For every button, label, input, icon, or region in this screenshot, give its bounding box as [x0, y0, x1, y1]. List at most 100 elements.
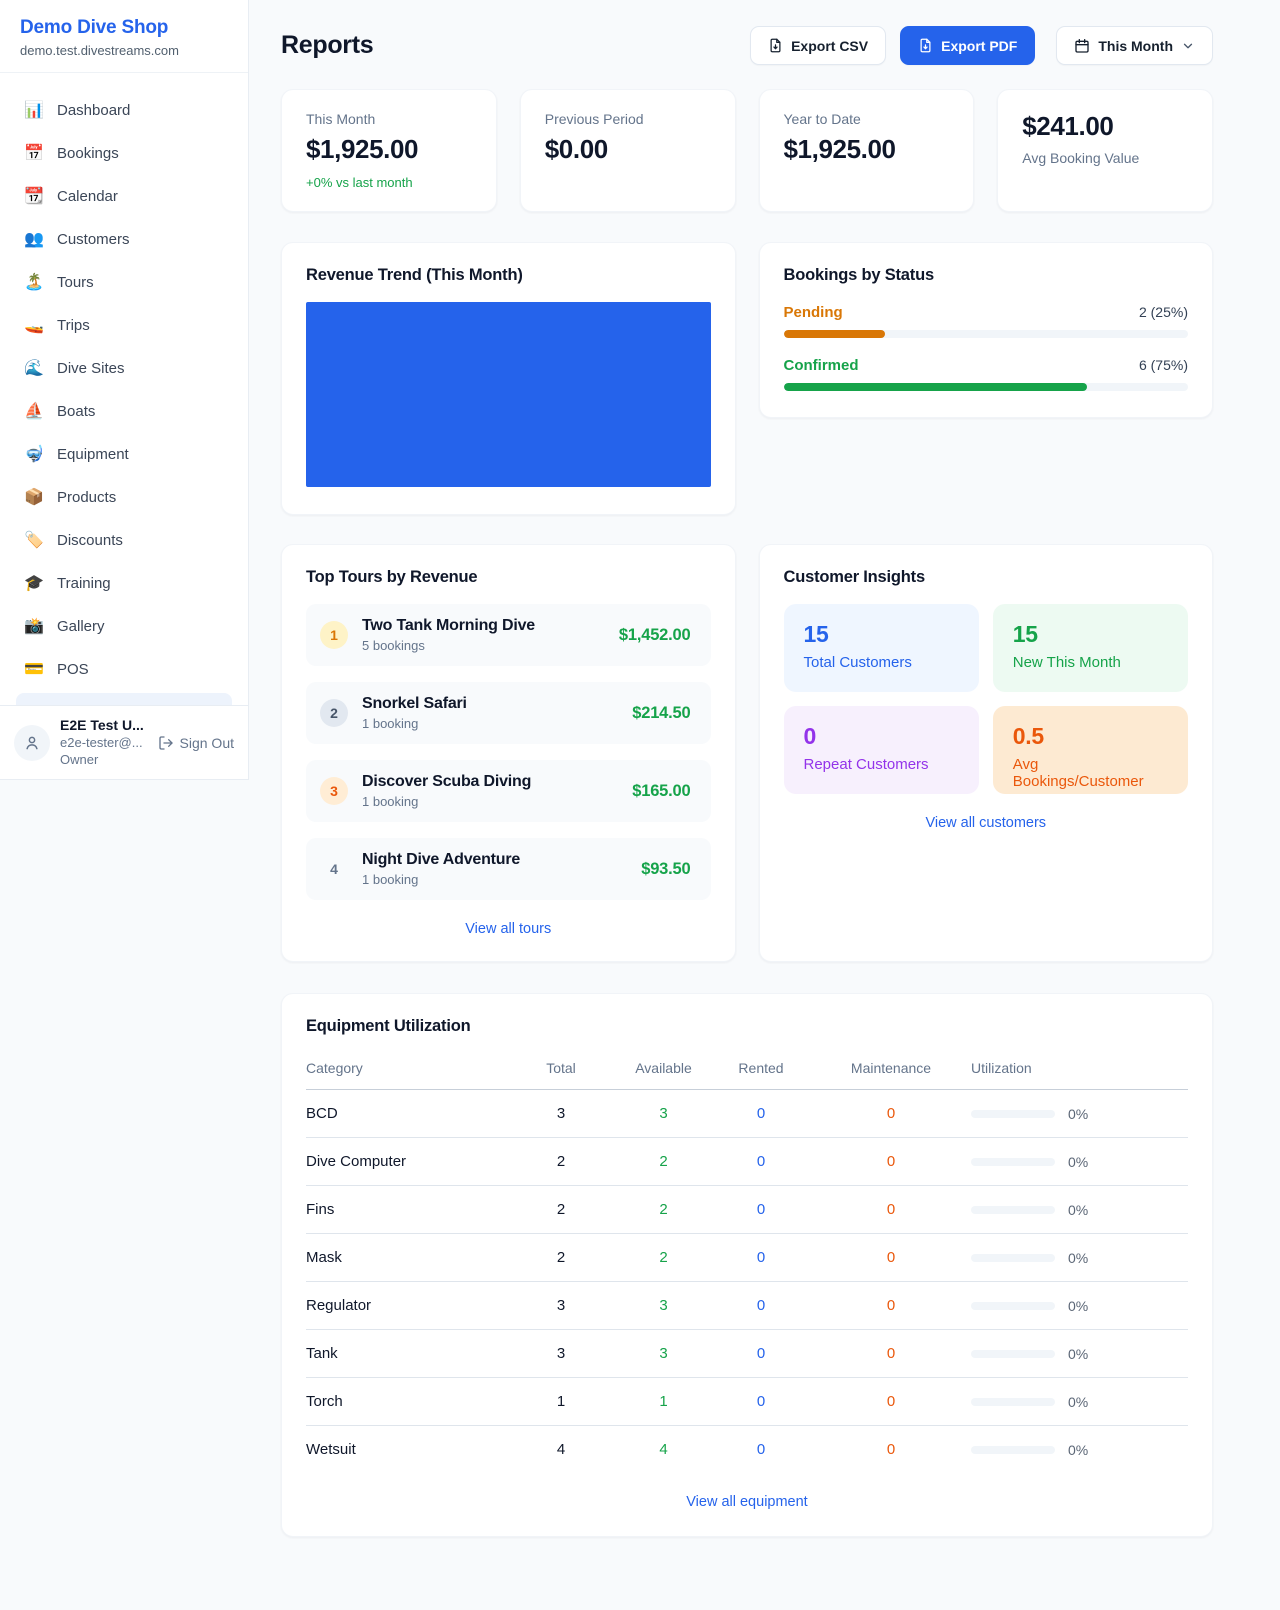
status-count: 2 (25%) — [1138, 304, 1188, 320]
table-row: Mask 2 2 0 0 0% — [306, 1233, 1188, 1282]
cell-category: Regulator — [306, 1281, 506, 1330]
tour-list: 1 Two Tank Morning Dive 5 bookings $1,452… — [306, 604, 711, 900]
cell-rented: 0 — [711, 1233, 811, 1282]
sidebar-item-boats[interactable]: ⛵ Boats — [8, 392, 240, 430]
status-row-confirmed: Confirmed 6 (75%) — [783, 357, 1188, 391]
cell-maintenance: 0 — [811, 1185, 971, 1234]
utilization-bar-track — [971, 1397, 1055, 1406]
cell-available: 3 — [616, 1089, 711, 1138]
sidebar-item-dashboard[interactable]: 📊 Dashboard — [8, 91, 240, 129]
cell-rented: 0 — [711, 1329, 811, 1378]
table-row: Regulator 3 3 0 0 0% — [306, 1281, 1188, 1330]
document-download-icon — [920, 38, 931, 53]
rank-badge: 2 — [320, 699, 348, 727]
sidebar-item-label: Discounts — [57, 531, 123, 549]
cell-total: 2 — [506, 1185, 616, 1234]
main-content: Reports Export CSV Export PDF This Month… — [249, 0, 1280, 1590]
tour-bookings: 1 booking — [362, 794, 419, 809]
sidebar-user-panel: E2E Test U... e2e-tester@... Owner Sign … — [0, 705, 248, 779]
cell-maintenance: 0 — [811, 1137, 971, 1186]
table-row: Torch 1 1 0 0 0% — [306, 1377, 1188, 1426]
sidebar-item-label: Gallery — [57, 617, 105, 635]
user-name: E2E Test U... — [60, 717, 144, 733]
cell-category: Torch — [306, 1377, 506, 1426]
table-row: Tank 3 3 0 0 0% — [306, 1329, 1188, 1378]
utilization-percent: 0% — [1068, 1105, 1089, 1122]
tile-value: 15 — [1012, 621, 1038, 647]
stat-card-previous-period: Previous Period $0.00 — [519, 89, 736, 212]
equipment-table: Category Total Available Rented Maintena… — [306, 1050, 1188, 1473]
cell-total: 4 — [556, 1441, 566, 1458]
tour-name: Night Dive Adventure — [362, 851, 521, 868]
chevron-down-icon — [1183, 43, 1193, 48]
stat-value: $0.00 — [544, 134, 608, 164]
column-header-rented: Rented — [711, 1050, 811, 1090]
sidebar-item-training[interactable]: 🎓 Training — [8, 564, 240, 602]
view-all-customers-link[interactable]: View all customers — [925, 815, 1047, 831]
sidebar-item-bookings[interactable]: 📅 Bookings — [8, 134, 240, 172]
sidebar-item-equipment[interactable]: 🤿 Equipment — [8, 435, 240, 473]
rank-badge: 3 — [320, 777, 348, 805]
stat-label: Year to Date — [783, 111, 861, 127]
view-all-equipment-link[interactable]: View all equipment — [686, 1494, 808, 1510]
tour-bookings: 1 booking — [362, 872, 419, 887]
stat-label: Avg Booking Value — [1022, 150, 1140, 166]
status-row-pending: Pending 2 (25%) — [783, 304, 1188, 338]
sidebar-item-label: Equipment — [57, 445, 129, 463]
tile-label: New This Month — [1012, 654, 1121, 671]
utilization-percent: 0% — [1068, 1441, 1089, 1458]
cell-total: 2 — [506, 1137, 616, 1186]
status-count: 6 (75%) — [1138, 357, 1188, 373]
cell-category: Wetsuit — [306, 1441, 356, 1458]
cell-category: Fins — [306, 1185, 506, 1234]
sidebar: Demo Dive Shop demo.test.divestreams.com… — [0, 0, 249, 781]
equipment-utilization-title: Equipment Utilization — [306, 1017, 471, 1035]
sidebar-item-discounts[interactable]: 🏷️ Discounts — [8, 521, 240, 559]
sidebar-item-customers[interactable]: 👥 Customers — [8, 220, 240, 258]
cell-available: 3 — [616, 1281, 711, 1330]
sidebar-item-calendar[interactable]: 📆 Calendar — [8, 177, 240, 215]
sidebar-item-gallery[interactable]: 📸 Gallery — [8, 607, 240, 645]
cell-available: 2 — [616, 1185, 711, 1234]
charts-row: Revenue Trend (This Month) Bookings by S… — [281, 242, 1213, 515]
sidebar-item-pos[interactable]: 💳 POS — [8, 650, 240, 688]
bookings-by-status-card: Bookings by Status Pending 2 (25%) Confi… — [758, 242, 1213, 418]
utilization-bar-track — [971, 1205, 1055, 1214]
cell-category: BCD — [306, 1089, 506, 1138]
utilization-bar-track — [971, 1349, 1055, 1358]
period-select[interactable]: This Month — [1056, 26, 1213, 65]
sidebar-item-label: Products — [57, 488, 117, 506]
export-pdf-button[interactable]: Export PDF — [900, 26, 1036, 65]
island-icon: 🏝️ — [24, 274, 44, 291]
cell-rented: 0 — [711, 1377, 811, 1426]
revenue-trend-card: Revenue Trend (This Month) — [281, 242, 736, 515]
tour-name: Two Tank Morning Dive — [362, 617, 535, 634]
cell-available: 2 — [616, 1233, 711, 1282]
sidebar-item-dive-sites[interactable]: 🌊 Dive Sites — [8, 349, 240, 387]
stat-card-year-to-date: Year to Date $1,925.00 — [758, 89, 975, 212]
sidebar-item-tours[interactable]: 🏝️ Tours — [8, 263, 240, 301]
utilization-bar-track — [971, 1445, 1055, 1454]
cell-rented: 0 — [711, 1089, 811, 1138]
avatar — [14, 724, 50, 761]
utilization-cell: 0% — [971, 1106, 1180, 1122]
sidebar-item-reports-partial[interactable] — [16, 693, 232, 705]
export-csv-button[interactable]: Export CSV — [750, 26, 887, 65]
status-label: Pending — [783, 304, 843, 321]
cell-total: 3 — [506, 1089, 616, 1138]
table-row: Fins 2 2 0 0 0% — [306, 1185, 1188, 1234]
sign-out-button[interactable]: Sign Out — [158, 735, 234, 751]
sidebar-item-label: Dashboard — [57, 101, 131, 119]
sidebar-item-products[interactable]: 📦 Products — [8, 478, 240, 516]
column-header-maintenance: Maintenance — [811, 1050, 971, 1090]
page-title: Reports — [281, 31, 374, 59]
tour-name: Discover Scuba Diving — [362, 773, 532, 790]
tear-off-calendar-icon: 📆 — [24, 188, 44, 205]
cell-maintenance: 0 — [811, 1377, 971, 1426]
diving-mask-icon: 🤿 — [24, 446, 44, 463]
stat-label: This Month — [306, 111, 376, 127]
bar-chart-icon: 📊 — [24, 102, 44, 119]
sidebar-item-label: Trips — [57, 316, 90, 334]
view-all-tours-link[interactable]: View all tours — [465, 921, 552, 937]
sidebar-item-trips[interactable]: 🚤 Trips — [8, 306, 240, 344]
